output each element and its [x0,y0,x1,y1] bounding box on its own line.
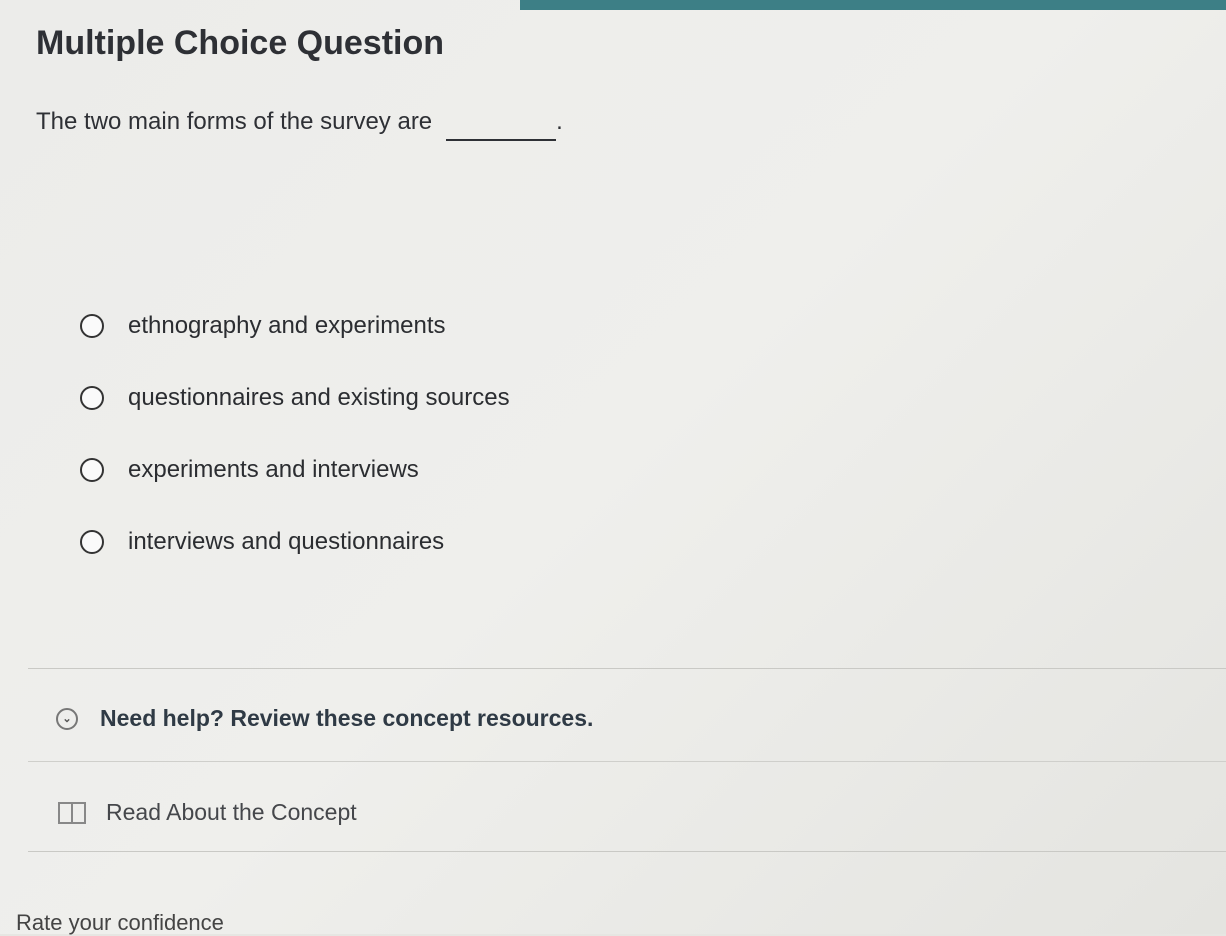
option-2[interactable]: questionnaires and existing sources [80,362,510,434]
chevron-down-icon[interactable]: ⌄ [56,707,78,730]
confidence-label: Rate your confidence [16,910,224,935]
radio-button[interactable] [80,530,104,554]
question-prompt: The two main forms of the survey are. [36,108,563,141]
option-label: ethnography and experiments [128,312,446,339]
answer-options: ethnography and experiments questionnair… [80,290,510,578]
question-heading: Multiple Choice Question [36,24,445,62]
help-toggle[interactable]: ⌄ Need help? Review these concept resourc… [56,705,593,732]
option-1[interactable]: ethnography and experiments [80,290,510,362]
help-title: Need help? Review these concept resource… [100,705,594,731]
prompt-end: . [556,108,563,135]
book-icon [58,801,86,824]
option-label: questionnaires and existing sources [128,384,510,411]
prompt-text: The two main forms of the survey are [36,108,433,135]
read-concept-link[interactable]: Read About the Concept [58,799,357,826]
radio-button[interactable] [80,314,104,338]
option-4[interactable]: interviews and questionnaires [80,506,510,578]
radio-button[interactable] [80,458,104,482]
radio-button[interactable] [80,386,104,410]
read-concept-label: Read About the Concept [106,799,357,825]
option-3[interactable]: experiments and interviews [80,434,510,506]
option-label: experiments and interviews [128,456,419,483]
help-panel: ⌄ Need help? Review these concept resourc… [28,668,1226,852]
divider [28,761,1226,762]
blank [446,139,557,141]
top-bar [520,0,1226,10]
option-label: interviews and questionnaires [128,528,445,555]
